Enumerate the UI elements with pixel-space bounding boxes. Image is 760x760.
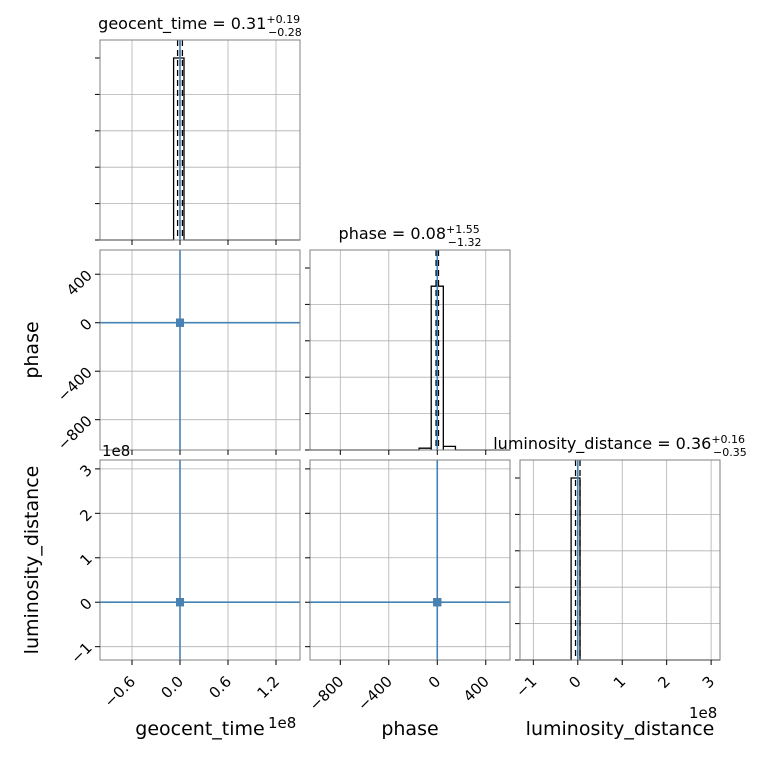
x-axis-label-phase: phase xyxy=(381,718,438,740)
histogram-panel-luminosity_distance: luminosity_distance = 0.36+0.16 −0.35 xyxy=(493,433,747,665)
x-tick-label: 1 xyxy=(610,672,629,691)
truth-marker xyxy=(433,598,442,607)
y-tick-label: −400 xyxy=(54,363,96,405)
title-upper: +1.55 xyxy=(446,223,480,236)
truth-marker xyxy=(176,598,184,607)
y-tick-label: 0 xyxy=(76,315,95,334)
x-offset-text: 1e8 xyxy=(689,704,717,722)
x-tick-label: 0 xyxy=(565,672,584,691)
y-tick-label: −800 xyxy=(54,412,96,454)
x-tick-label: 0.0 xyxy=(158,672,188,702)
x-tick-label: 400 xyxy=(460,672,493,705)
title-main: phase = 0.08 xyxy=(339,224,446,243)
title-main: luminosity_distance = 0.36 xyxy=(493,434,711,454)
scatter-panel-phase-luminosity_distance xyxy=(305,459,511,665)
histogram-bars xyxy=(100,57,300,241)
truth-marker xyxy=(176,318,184,327)
x-tick-label: −0.6 xyxy=(101,672,139,710)
panel-frame xyxy=(309,249,511,451)
panel-title: phase = 0.08+1.55 −1.32 xyxy=(339,223,482,249)
panel-title: geocent_time = 0.31+0.19 −0.28 xyxy=(98,13,302,39)
panel-frame xyxy=(309,459,511,661)
x-tick-label: 1.2 xyxy=(254,672,284,702)
y-axis-label-phase: phase xyxy=(21,321,43,378)
y-axis-label-luminosity_distance: luminosity_distance xyxy=(21,466,43,655)
x-tick-label: 3 xyxy=(699,672,718,691)
scatter-panel-geocent_time-phase xyxy=(95,249,301,455)
y-tick-label: 400 xyxy=(63,266,96,299)
title-lower: −0.35 xyxy=(713,446,747,459)
y-offset-text: 1e8 xyxy=(102,442,130,460)
title-lower: −1.32 xyxy=(448,236,482,249)
x-tick-label: 0.6 xyxy=(206,672,236,702)
y-tick-label: 1 xyxy=(76,550,95,569)
title-upper: +0.16 xyxy=(711,433,745,446)
x-tick-label: 0 xyxy=(425,672,444,691)
x-tick-label: 2 xyxy=(654,672,673,691)
histogram-panel-geocent_time: geocent_time = 0.31+0.19 −0.28 xyxy=(95,13,302,245)
panel-frame xyxy=(99,459,301,661)
title-main: geocent_time = 0.31 xyxy=(98,14,266,34)
title-upper: +0.19 xyxy=(266,13,300,26)
panel-frame xyxy=(519,459,721,661)
y-tick-label: 3 xyxy=(76,461,95,480)
y-tick-label: −1 xyxy=(67,639,95,667)
panel-title: luminosity_distance = 0.36+0.16 −0.35 xyxy=(493,433,747,459)
title-lower: −0.28 xyxy=(268,26,302,39)
x-offset-text: 1e8 xyxy=(268,714,296,732)
scatter-panel-geocent_time-luminosity_distance xyxy=(95,459,301,665)
x-tick-label: −1 xyxy=(512,672,540,700)
panel-frame xyxy=(99,249,301,451)
x-axis-label-geocent_time: geocent_time xyxy=(135,718,264,740)
y-tick-label: 2 xyxy=(76,506,95,525)
x-axis-label-luminosity_distance: luminosity_distance xyxy=(526,718,715,740)
panel-frame xyxy=(99,39,301,241)
histogram-bars xyxy=(520,477,720,661)
x-tick-label: −400 xyxy=(354,672,396,714)
histogram-panel-phase: phase = 0.08+1.55 −1.32 xyxy=(305,223,511,455)
y-tick-label: 0 xyxy=(76,594,95,613)
x-tick-label: −800 xyxy=(306,672,348,714)
